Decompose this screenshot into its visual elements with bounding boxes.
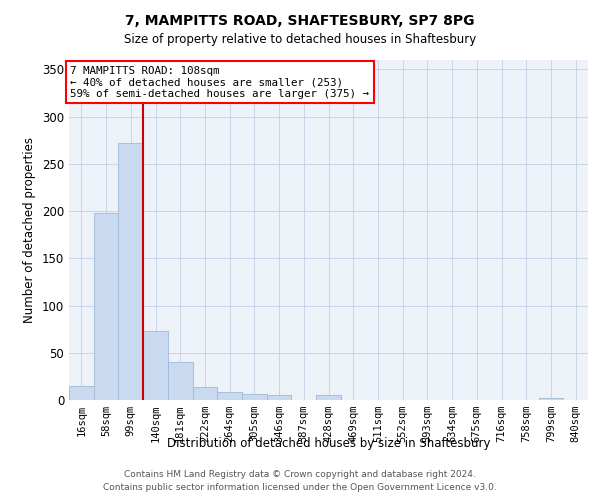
Bar bbox=[69, 386, 94, 400]
Bar bbox=[94, 213, 118, 400]
Bar bbox=[316, 396, 341, 400]
Y-axis label: Number of detached properties: Number of detached properties bbox=[23, 137, 37, 323]
Bar bbox=[217, 392, 242, 400]
Bar bbox=[267, 396, 292, 400]
Text: 7 MAMPITTS ROAD: 108sqm
← 40% of detached houses are smaller (253)
59% of semi-d: 7 MAMPITTS ROAD: 108sqm ← 40% of detache… bbox=[70, 66, 369, 99]
Text: 7, MAMPITTS ROAD, SHAFTESBURY, SP7 8PG: 7, MAMPITTS ROAD, SHAFTESBURY, SP7 8PG bbox=[125, 14, 475, 28]
Text: Distribution of detached houses by size in Shaftesbury: Distribution of detached houses by size … bbox=[167, 438, 491, 450]
Bar bbox=[168, 362, 193, 400]
Bar bbox=[143, 331, 168, 400]
Bar bbox=[539, 398, 563, 400]
Text: Contains public sector information licensed under the Open Government Licence v3: Contains public sector information licen… bbox=[103, 483, 497, 492]
Bar bbox=[118, 143, 143, 400]
Bar bbox=[242, 394, 267, 400]
Text: Contains HM Land Registry data © Crown copyright and database right 2024.: Contains HM Land Registry data © Crown c… bbox=[124, 470, 476, 479]
Text: Size of property relative to detached houses in Shaftesbury: Size of property relative to detached ho… bbox=[124, 32, 476, 46]
Bar bbox=[193, 387, 217, 400]
